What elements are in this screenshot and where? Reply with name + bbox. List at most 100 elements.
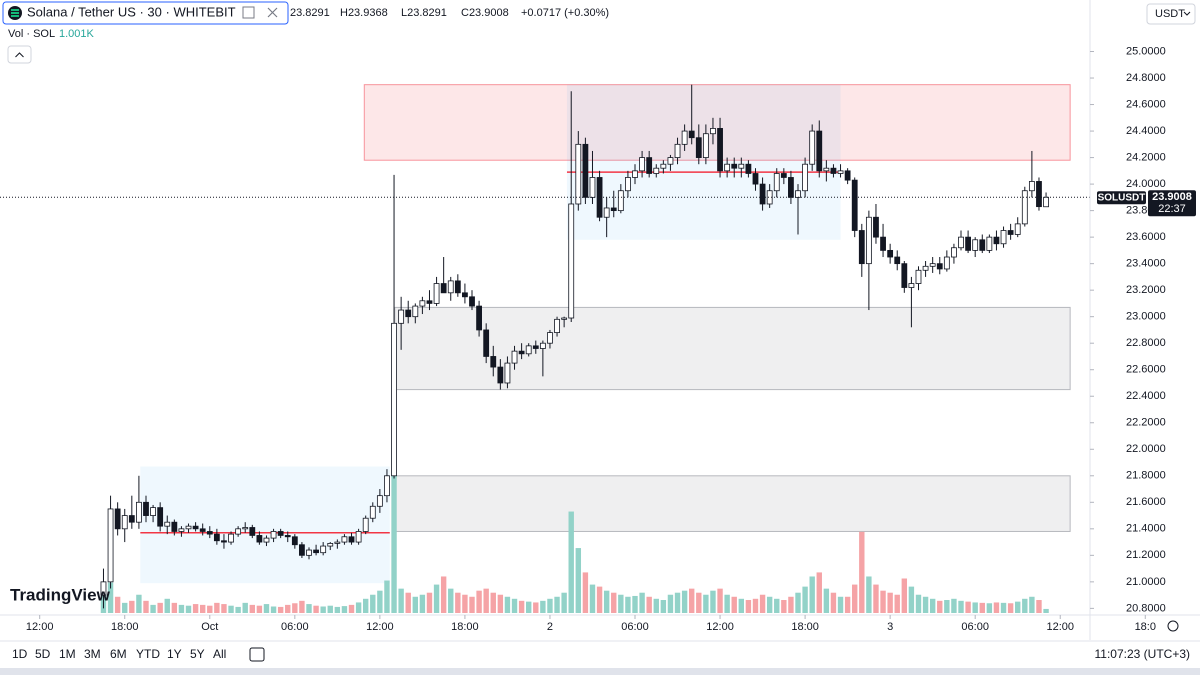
volume-bar xyxy=(965,601,971,613)
range-button[interactable]: All xyxy=(213,647,226,661)
volume-bar xyxy=(362,598,369,613)
candle-body xyxy=(943,256,950,270)
candle-body xyxy=(929,263,936,267)
volume-bar xyxy=(497,594,504,613)
volume-bar xyxy=(348,604,355,613)
volume-bar xyxy=(1029,596,1035,613)
volume-bar xyxy=(469,596,475,613)
collapse-button[interactable] xyxy=(7,45,32,64)
range-button[interactable]: 6M xyxy=(110,647,127,661)
candle-body xyxy=(603,207,610,218)
symbol-title: Solana / Tether US · 30 · WHITEBIT xyxy=(27,4,236,19)
candle-body xyxy=(490,356,497,368)
candle-body xyxy=(979,239,986,251)
date-range-icon[interactable] xyxy=(249,647,265,662)
candle-body xyxy=(433,283,440,304)
settings-icon[interactable] xyxy=(1167,620,1179,632)
volume-bar xyxy=(1000,602,1007,613)
x-tick-label: 06:00 xyxy=(961,621,989,633)
icon-square[interactable] xyxy=(242,6,255,19)
candle-body xyxy=(263,537,270,543)
y-tick-label: 20.8000 xyxy=(1126,602,1166,614)
candle-body xyxy=(313,549,319,554)
volume-bar xyxy=(384,580,390,613)
volume-bar xyxy=(157,602,163,613)
volume-bar xyxy=(625,596,631,613)
y-tick-label: 22.6000 xyxy=(1126,364,1166,376)
volume-bar xyxy=(837,596,844,613)
volume-bar xyxy=(277,606,284,613)
candle-body xyxy=(894,256,901,265)
volume-bar xyxy=(745,600,752,613)
candle-body xyxy=(660,163,667,169)
volume-bar xyxy=(646,596,652,613)
symbol-box[interactable] xyxy=(2,1,289,25)
y-tick-label: 21.8000 xyxy=(1126,470,1166,482)
candle-body xyxy=(426,300,433,304)
volume-bar xyxy=(894,594,900,613)
candle-body xyxy=(299,544,305,556)
candle-body xyxy=(440,283,447,294)
candle-body xyxy=(242,527,249,530)
volume-bar xyxy=(759,594,766,613)
volume-bar xyxy=(611,592,617,613)
candle-body xyxy=(221,540,227,543)
volume-bar xyxy=(979,602,985,613)
range-button[interactable]: 1D xyxy=(12,647,28,661)
candle-body xyxy=(462,292,468,298)
collapse-icon xyxy=(15,52,24,58)
candle-body xyxy=(681,130,688,145)
volume-bar xyxy=(299,600,305,613)
range-button[interactable]: 3M xyxy=(84,647,101,661)
candle-body xyxy=(150,507,156,516)
range-button[interactable]: YTD xyxy=(136,647,160,661)
candle-body xyxy=(518,350,525,355)
range-button[interactable]: 1M xyxy=(59,647,76,661)
candle-body xyxy=(745,163,752,174)
volume-bar xyxy=(462,594,468,613)
y-tick-label: 21.0000 xyxy=(1126,576,1166,588)
volume-bar xyxy=(816,572,822,613)
candle-body xyxy=(320,545,327,554)
candle-body xyxy=(731,163,738,169)
volume-bar xyxy=(752,598,759,613)
candle-body xyxy=(554,318,560,333)
volume-bar xyxy=(327,605,333,613)
candle-body xyxy=(972,239,979,251)
candle-body xyxy=(936,263,943,270)
volume-bar xyxy=(114,596,121,613)
range-button[interactable]: 1Y xyxy=(167,647,182,661)
volume-bar xyxy=(596,586,603,613)
candle-body xyxy=(504,362,511,384)
volume-bar xyxy=(703,594,709,613)
volume-bar xyxy=(689,588,695,613)
volume-bar xyxy=(370,594,376,613)
volume-bar xyxy=(908,586,915,613)
volume-bar xyxy=(405,592,411,613)
volume-bar xyxy=(341,606,348,613)
candle-body xyxy=(136,501,142,523)
volume-bar xyxy=(866,576,872,613)
currency-button[interactable] xyxy=(1146,3,1196,25)
candle-body xyxy=(951,247,957,258)
candle-body xyxy=(738,163,745,169)
volume-bar xyxy=(171,602,178,613)
volume-bar xyxy=(859,531,865,613)
candle-body xyxy=(851,179,858,231)
candle-body xyxy=(143,501,149,516)
range-button[interactable]: 5Y xyxy=(190,647,205,661)
volume-bar xyxy=(143,600,149,613)
candle-body xyxy=(291,536,298,546)
icon-close[interactable] xyxy=(267,7,278,18)
volume-bar xyxy=(852,584,858,613)
range-button[interactable]: 5D xyxy=(35,647,51,661)
x-tick-label: 18:00 xyxy=(451,621,479,633)
legend-value: C23.9008 xyxy=(461,7,509,19)
legend-value: 23.8291 xyxy=(290,7,330,19)
volume-name: Vol · SOL xyxy=(8,28,55,40)
candle-body xyxy=(717,128,723,172)
candle-body xyxy=(695,137,702,158)
volume-bar xyxy=(603,590,610,613)
